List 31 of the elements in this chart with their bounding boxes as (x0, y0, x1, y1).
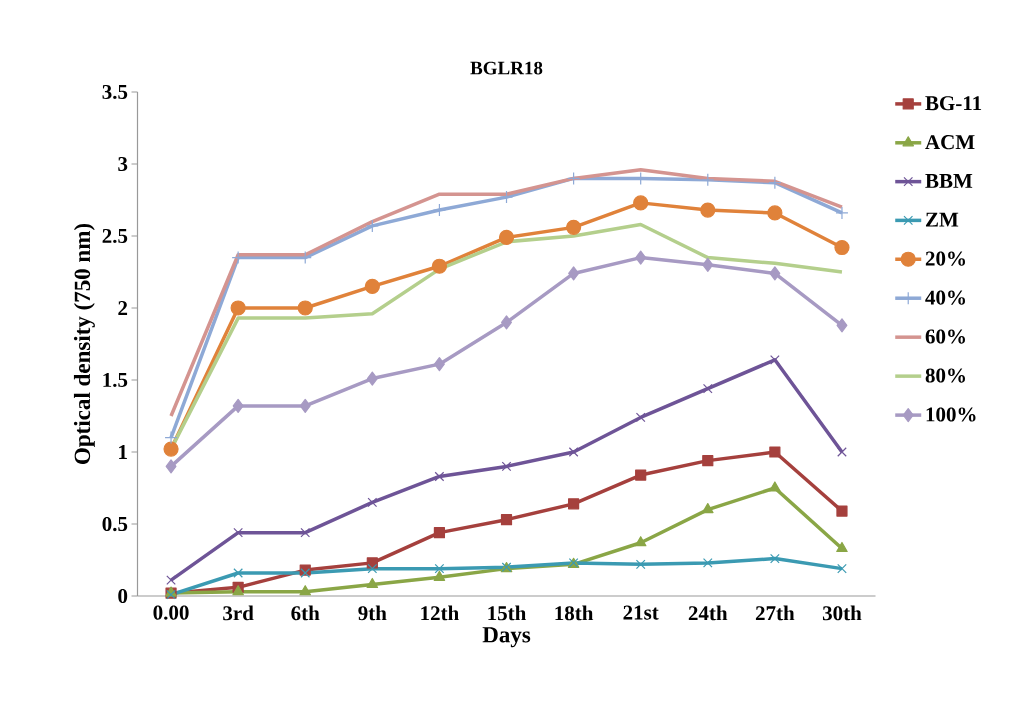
chart-title: BGLR18 (470, 61, 543, 75)
x-tick-label: 18th (555, 605, 594, 621)
y-tick-label: 1.5 (103, 372, 128, 388)
x-tick-label: 30th (822, 605, 862, 621)
x-tick-label: 12th (421, 605, 459, 621)
legend-label: 100% (926, 407, 976, 422)
x-tick-label: 24th (688, 605, 728, 621)
x-tick-label: 6th (291, 605, 320, 621)
y-tick-label: 3 (118, 156, 128, 172)
x-tick-label: 15th (488, 605, 527, 621)
y-tick-label: 2 (118, 301, 128, 315)
y-tick-label: 2.5 (102, 228, 128, 244)
legend-label: 80% (925, 368, 965, 383)
x-axis-title: Days (482, 627, 531, 648)
x-tick-label: 9th (358, 605, 387, 621)
x-tick-label: 21st (623, 605, 659, 620)
y-tick-label: 3.5 (102, 84, 128, 100)
x-tick-label: 3rd (223, 605, 254, 621)
y-axis-title: Optical density (750 nm) (73, 223, 95, 464)
legend-label: BG-11 (925, 96, 982, 111)
legend-label: ACM (925, 135, 975, 150)
x-tick-label: 27th (755, 605, 795, 621)
legend-label: 40% (925, 290, 965, 305)
legend-label: BBM (925, 174, 973, 188)
legend-label: 60% (925, 329, 965, 344)
y-tick-label: 0 (118, 588, 128, 604)
y-tick-label: 0.5 (102, 516, 128, 532)
x-tick-label: 0.00 (153, 605, 189, 620)
legend-label: ZM (925, 212, 959, 227)
legend-label: 20% (925, 251, 965, 266)
y-tick-label: 1 (119, 445, 127, 459)
